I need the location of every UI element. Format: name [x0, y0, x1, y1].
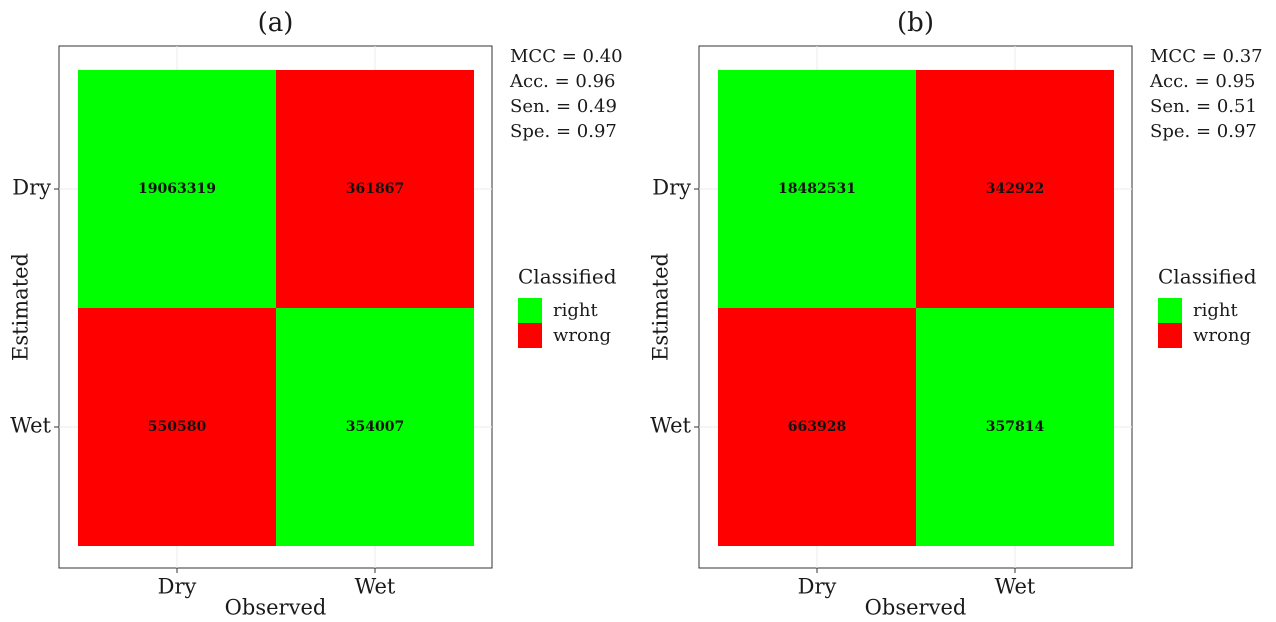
stat-equals: = — [1189, 71, 1216, 92]
stat-label: Sen. — [510, 96, 550, 117]
stat-equals: = — [556, 46, 583, 67]
x-axis-title: Observed — [225, 596, 327, 620]
stat-mcc: MCC = 0.37 — [1150, 46, 1263, 67]
cell-wet-wet-right — [916, 308, 1114, 546]
stat-label: Sen. — [1150, 96, 1190, 117]
stat-acc: Acc. = 0.95 — [1149, 71, 1256, 92]
stat-label: Acc. — [1149, 71, 1189, 92]
legend-label-wrong: wrong — [1193, 325, 1251, 346]
stat-equals: = — [550, 96, 577, 117]
stat-value: 0.97 — [1217, 121, 1257, 142]
cell-dry-dry-right — [718, 70, 916, 308]
stat-equals: = — [1196, 46, 1223, 67]
legend-swatch-right — [518, 298, 542, 323]
stat-mcc: MCC = 0.40 — [510, 46, 623, 67]
cell-value-label: 357814 — [986, 419, 1045, 435]
chart-panel-b: 18482531 342922 663928 357814 Dry Wet Dry Wet (b… — [649, 8, 1263, 620]
legend-label-right: right — [553, 300, 598, 321]
cell-value-label: 18482531 — [778, 181, 856, 197]
cell-wet-wet-right — [276, 308, 474, 546]
legend-label-wrong: wrong — [553, 325, 611, 346]
cell-value-label: 19063319 — [138, 181, 216, 197]
stat-label: Spe. — [510, 121, 550, 142]
cell-dry-dry-right — [78, 70, 276, 308]
stat-acc: Acc. = 0.96 — [509, 71, 616, 92]
cell-wet-dry-wrong — [78, 308, 276, 546]
stat-value: 0.40 — [583, 46, 623, 67]
stat-value: 0.49 — [577, 96, 617, 117]
legend-swatch-wrong — [1158, 323, 1182, 348]
legend-swatch-right — [1158, 298, 1182, 323]
stat-value: 0.37 — [1223, 46, 1263, 67]
legend-swatch-wrong — [518, 323, 542, 348]
stat-spe: Spe. = 0.97 — [510, 121, 617, 142]
stat-label: MCC — [510, 46, 556, 67]
stat-value: 0.97 — [577, 121, 617, 142]
cell-wet-dry-wrong — [718, 308, 916, 546]
y-tick-label: Dry — [652, 176, 691, 200]
cell-dry-wet-wrong — [916, 70, 1114, 308]
cell-value-label: 354007 — [346, 419, 404, 435]
cell-dry-wet-wrong — [276, 70, 474, 308]
stat-equals: = — [550, 121, 577, 142]
panel-title: (b) — [897, 8, 934, 38]
legend-title: Classified — [518, 265, 617, 289]
cell-value-label: 663928 — [788, 419, 846, 435]
stat-sen: Sen. = 0.51 — [1150, 96, 1257, 117]
cell-value-label: 550580 — [148, 419, 207, 435]
stat-equals: = — [1190, 96, 1217, 117]
y-tick-label: Dry — [12, 176, 51, 200]
x-axis-title: Observed — [865, 596, 967, 620]
legend-label-right: right — [1193, 300, 1238, 321]
chart-panel-a: 19063319 361867 550580 354007 Dry Wet Dry Wet (a… — [9, 8, 623, 620]
cell-value-label: 342922 — [986, 181, 1044, 197]
stat-label: MCC — [1150, 46, 1196, 67]
stat-sen: Sen. = 0.49 — [510, 96, 617, 117]
x-tick-label: Dry — [158, 575, 197, 599]
y-axis-title: Estimated — [9, 253, 33, 361]
stat-equals: = — [549, 71, 576, 92]
y-tick-label: Wet — [650, 414, 691, 438]
panel-title: (a) — [258, 8, 294, 38]
stat-equals: = — [1190, 121, 1217, 142]
legend: Classified right wrong — [518, 265, 617, 348]
x-tick-label: Wet — [995, 575, 1036, 599]
stat-label: Acc. — [509, 71, 549, 92]
y-axis-title: Estimated — [649, 253, 673, 361]
x-tick-label: Wet — [355, 575, 396, 599]
stat-spe: Spe. = 0.97 — [1150, 121, 1257, 142]
cell-value-label: 361867 — [346, 181, 404, 197]
legend-title: Classified — [1158, 265, 1257, 289]
x-tick-label: Dry — [798, 575, 837, 599]
stat-value: 0.95 — [1215, 71, 1255, 92]
legend: Classified right wrong — [1158, 265, 1257, 348]
stat-label: Spe. — [1150, 121, 1190, 142]
y-tick-label: Wet — [10, 414, 51, 438]
stat-value: 0.51 — [1217, 96, 1257, 117]
stat-value: 0.96 — [575, 71, 615, 92]
